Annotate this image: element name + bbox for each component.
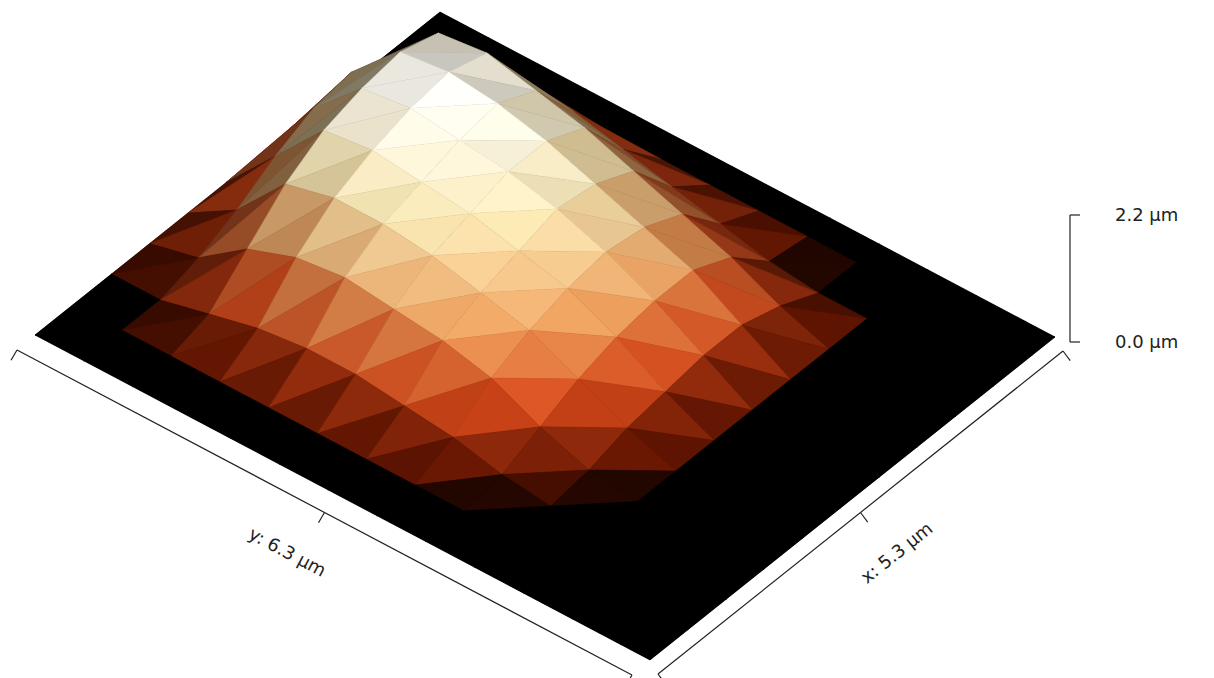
svg-text:x: 5.3 µm: x: 5.3 µm xyxy=(856,517,936,587)
svg-text:y: 6.3 µm: y: 6.3 µm xyxy=(245,523,329,581)
svg-text:2.2 µm: 2.2 µm xyxy=(1115,204,1178,225)
svg-text:0.0 µm: 0.0 µm xyxy=(1115,331,1178,352)
